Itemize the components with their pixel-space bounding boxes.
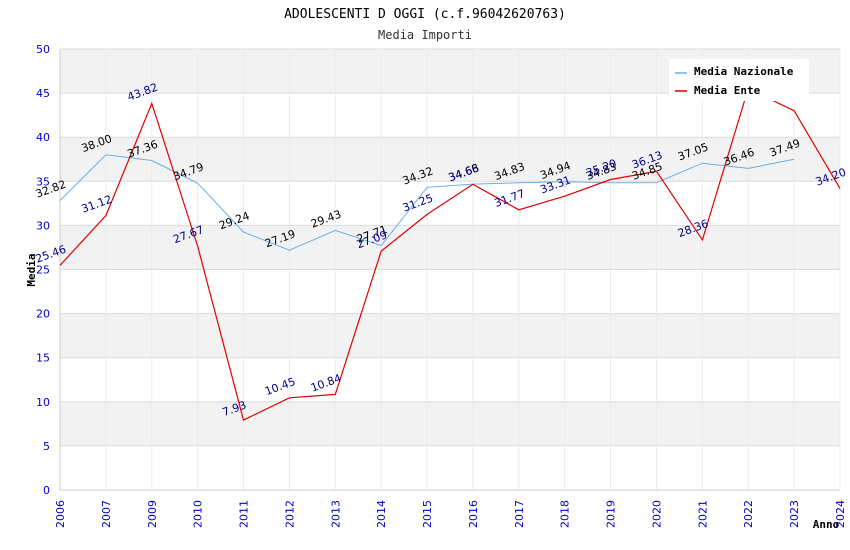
data-point: [334, 393, 337, 396]
data-point: [196, 182, 199, 185]
data-point: [242, 419, 245, 422]
y-tick-label: 20: [36, 308, 50, 321]
x-tick-label: 2023: [788, 500, 801, 528]
series-line-media-ente: [59, 87, 841, 421]
data-point: [517, 208, 520, 211]
data-point: [59, 264, 62, 267]
x-tick-label: 2006: [54, 500, 67, 528]
data-point: [609, 178, 612, 181]
y-tick-label: 45: [36, 87, 50, 100]
y-tick-label: 5: [43, 440, 50, 453]
x-tick-label: 2012: [283, 500, 296, 528]
x-tick-label: 2013: [329, 500, 342, 528]
x-tick-label: 2022: [742, 500, 755, 528]
data-point: [793, 158, 796, 161]
y-tick-label: 0: [43, 484, 50, 497]
data-point: [839, 187, 842, 190]
x-tick-label: 2019: [605, 500, 618, 528]
data-point: [380, 250, 383, 253]
x-tick-label: 2024: [834, 500, 847, 528]
y-axis-label: Media: [25, 253, 38, 286]
chart-title: ADOLESCENTI D OGGI (c.f.96042620763): [284, 7, 566, 22]
chart-subtitle: Media Importi: [378, 28, 472, 42]
grid-band: [60, 225, 840, 270]
data-point: [59, 199, 62, 202]
data-point: [793, 109, 796, 112]
x-tick-label: 2016: [467, 500, 480, 528]
data-point: [471, 183, 474, 186]
y-tick-label: 10: [36, 396, 50, 409]
y-tick-label: 15: [36, 352, 50, 365]
legend-label-ente: Media Ente: [694, 84, 761, 97]
x-tick-label: 2014: [375, 500, 388, 528]
data-point: [150, 102, 153, 105]
x-tick-label: 2009: [146, 500, 159, 528]
grid-band: [60, 401, 840, 446]
data-point: [517, 181, 520, 184]
data-point: [701, 238, 704, 241]
grid-band: [60, 137, 840, 182]
data-point: [609, 181, 612, 184]
x-tick-label: 2020: [650, 500, 663, 528]
x-tick-label: 2021: [696, 500, 709, 528]
data-point: [288, 396, 291, 399]
x-tick-label: 2007: [100, 500, 113, 528]
data-point: [701, 162, 704, 165]
data-point: [104, 153, 107, 156]
y-tick-label: 40: [36, 131, 50, 144]
data-point: [426, 186, 429, 189]
series-line-media-nazionale: [59, 154, 795, 251]
x-tick-label: 2011: [238, 500, 251, 528]
data-point: [150, 159, 153, 162]
x-tick-label: 2010: [192, 500, 205, 528]
data-point: [196, 244, 199, 247]
data-point: [747, 167, 750, 170]
x-tick-label: 2015: [421, 500, 434, 528]
data-point: [242, 231, 245, 234]
data-point: [288, 249, 291, 252]
data-point: [563, 195, 566, 198]
legend: Media Nazionale Media Ente: [669, 59, 809, 101]
data-point: [104, 214, 107, 217]
data-point: [334, 229, 337, 232]
x-tick-label: 2018: [559, 500, 572, 528]
y-tick-label: 30: [36, 219, 50, 232]
data-point: [426, 213, 429, 216]
legend-box: [669, 59, 809, 101]
x-tick-label: 2017: [513, 500, 526, 528]
y-tick-label: 50: [36, 43, 50, 56]
y-tick-label: 25: [36, 264, 50, 277]
x-axis-label: Anno: [813, 518, 840, 531]
y-tick-label: 35: [36, 175, 50, 188]
grid-band: [60, 313, 840, 358]
data-point: [655, 181, 658, 184]
data-point: [380, 244, 383, 247]
legend-label-nazionale: Media Nazionale: [694, 65, 794, 78]
